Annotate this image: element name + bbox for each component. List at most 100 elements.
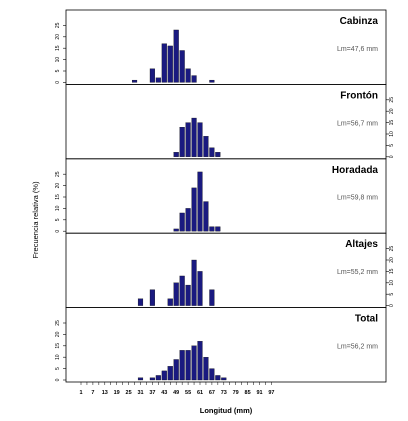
bar [167, 298, 173, 306]
x-tick-label: 97 [268, 390, 274, 396]
bar [185, 350, 191, 381]
y-tick-label: 5 [55, 69, 61, 72]
bar [173, 228, 179, 232]
x-axis: 1 7 13 19 25 31 37 43 49 55 61 67 73 79 85 91 97 [79, 382, 274, 396]
bar [209, 147, 215, 157]
y-tick-label: 0 [55, 81, 61, 84]
bar [131, 79, 138, 83]
x-tick-label: 37 [149, 390, 155, 396]
y-tick-label: 15 [389, 120, 395, 126]
x-tick-label: 43 [161, 390, 167, 396]
x-tick-label: 79 [233, 390, 239, 396]
bar [173, 152, 179, 157]
y-tick-label: 5 [55, 367, 61, 370]
y-axis-title: Frecuencia relativa (%) [31, 181, 40, 259]
lm-label: Lm=56,2 mm [337, 344, 378, 351]
panel-4: 0 5 10 15 20 25 Total Lm=56,2 mm [55, 307, 387, 383]
x-tick-label: 7 [91, 390, 94, 396]
y-tick-label: 25 [389, 97, 395, 103]
y-tick-label: 15 [389, 268, 395, 274]
x-tick-label: 91 [256, 390, 262, 396]
bar [179, 127, 185, 157]
panel-title: Altajes [345, 239, 378, 250]
bar [215, 152, 221, 157]
panel-title: Horadada [332, 165, 379, 176]
bar [209, 226, 215, 232]
y-tick-label: 15 [55, 45, 61, 51]
y-tick-label: 25 [55, 22, 61, 28]
y-tick-label: 0 [389, 304, 395, 307]
x-tick-label: 61 [197, 390, 203, 396]
x-tick-label: 19 [114, 390, 120, 396]
bar [197, 341, 203, 381]
x-tick-label: 31 [137, 390, 143, 396]
bar [161, 43, 167, 83]
bar [173, 359, 179, 381]
panels-group: 0 5 10 15 20 25 Cabinza Lm=47,6 mm 0 5 10 15 20 25 Fro… [55, 9, 395, 383]
x-tick-label: 1 [79, 390, 82, 396]
bar [215, 375, 221, 381]
panel-3: 0 5 10 15 20 25 Altajes Lm=55,2 mm [65, 232, 395, 308]
bar [173, 29, 179, 83]
bar [191, 345, 197, 381]
bar [149, 377, 155, 381]
x-axis-title: Longitud (mm) [200, 406, 253, 415]
panel-title: Frontón [340, 90, 378, 101]
bar [185, 284, 191, 306]
y-tick-label: 20 [55, 34, 61, 40]
y-tick-label: 10 [389, 280, 395, 286]
bar [209, 368, 215, 381]
y-tick-label: 20 [55, 331, 61, 337]
x-tick-label: 25 [126, 390, 132, 396]
bar [191, 187, 197, 232]
x-tick-label: 13 [102, 390, 108, 396]
x-tick-label: 55 [185, 390, 191, 396]
bar [137, 377, 144, 381]
bar [185, 68, 191, 83]
bar [191, 117, 197, 157]
y-tick-label: 5 [389, 144, 395, 147]
x-tick-label: 73 [221, 390, 227, 396]
bar [179, 275, 185, 306]
y-tick-label: 20 [55, 183, 61, 189]
bar [179, 212, 185, 232]
bar [191, 259, 197, 306]
y-tick-label: 5 [389, 293, 395, 296]
lm-label: Lm=47,6 mm [337, 46, 378, 53]
bar [137, 298, 144, 306]
bar [179, 350, 185, 381]
bar [203, 201, 209, 232]
bar [161, 370, 167, 381]
panel-frame [65, 307, 387, 383]
bar [203, 357, 209, 381]
bar [185, 208, 191, 232]
y-tick-label: 15 [55, 343, 61, 349]
bar [149, 289, 155, 306]
bar [191, 75, 197, 83]
y-tick-label: 10 [55, 354, 61, 360]
y-tick-label: 0 [55, 378, 61, 381]
lm-label: Lm=56,7 mm [337, 120, 378, 127]
panel-title: Cabinza [340, 16, 379, 27]
y-tick-label: 25 [55, 171, 61, 177]
bar [209, 289, 215, 306]
panel-1: 0 5 10 15 20 25 Frontón Lm=56,7 mm [65, 84, 395, 160]
bar [197, 271, 203, 306]
y-tick-label: 15 [55, 194, 61, 200]
bar [173, 282, 179, 306]
bar [197, 171, 203, 232]
y-tick-label: 0 [55, 230, 61, 233]
bar [149, 68, 155, 83]
y-tick-label: 10 [389, 131, 395, 137]
bar [221, 377, 227, 381]
bar [197, 122, 203, 157]
y-tick-label: 10 [55, 57, 61, 63]
bar [155, 375, 161, 381]
bar [179, 50, 185, 83]
panel-2: 0 5 10 15 20 25 Horadada Lm=59,8 mm [55, 158, 387, 234]
y-tick-label: 25 [389, 246, 395, 252]
lm-label: Lm=59,8 mm [337, 195, 378, 202]
lm-label: Lm=55,2 mm [337, 269, 378, 276]
bar [155, 77, 161, 83]
